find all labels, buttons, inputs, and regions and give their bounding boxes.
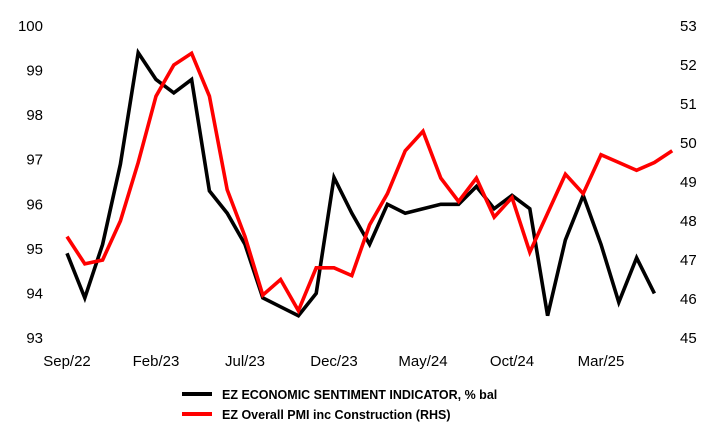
right-tick-label: 52 bbox=[680, 57, 697, 74]
right-tick-label: 46 bbox=[680, 291, 697, 308]
series-line-pmi bbox=[65, 50, 674, 315]
x-tick-label: Sep/22 bbox=[43, 353, 91, 370]
right-tick-label: 48 bbox=[680, 213, 697, 230]
series-line-sentiment bbox=[65, 47, 657, 318]
right-tick-label: 51 bbox=[680, 96, 697, 113]
left-tick-label: 97 bbox=[26, 152, 43, 169]
right-tick-label: 47 bbox=[680, 252, 697, 269]
left-tick-label: 94 bbox=[26, 285, 43, 302]
right-tick-label: 50 bbox=[680, 135, 697, 152]
left-axis-ticks: 93 94 95 96 97 98 99 100 bbox=[18, 18, 43, 347]
x-tick-label: Oct/24 bbox=[490, 353, 534, 370]
legend-label-pmi: EZ Overall PMI inc Construction (RHS) bbox=[222, 408, 451, 422]
left-tick-label: 95 bbox=[26, 241, 43, 258]
right-tick-label: 45 bbox=[680, 330, 697, 347]
x-tick-label: Feb/23 bbox=[133, 353, 180, 370]
x-axis-ticks: Sep/22 Feb/23 Jul/23 Dec/23 May/24 Oct/24 Mar/… bbox=[43, 353, 624, 370]
left-tick-label: 93 bbox=[26, 330, 43, 347]
left-tick-label: 100 bbox=[18, 18, 43, 35]
x-tick-label: Dec/23 bbox=[310, 353, 358, 370]
legend: EZ ECONOMIC SENTIMENT INDICATOR, % bal E… bbox=[182, 388, 497, 422]
x-tick-label: Jul/23 bbox=[225, 353, 265, 370]
right-tick-label: 49 bbox=[680, 174, 697, 191]
left-tick-label: 96 bbox=[26, 196, 43, 213]
series-layer bbox=[65, 47, 674, 318]
left-tick-label: 98 bbox=[26, 107, 43, 124]
right-tick-label: 53 bbox=[680, 18, 697, 35]
x-tick-label: May/24 bbox=[398, 353, 447, 370]
legend-label-sentiment: EZ ECONOMIC SENTIMENT INDICATOR, % bal bbox=[222, 388, 497, 402]
left-tick-label: 99 bbox=[26, 63, 43, 80]
x-tick-label: Mar/25 bbox=[578, 353, 625, 370]
right-axis-ticks: 45 46 47 48 49 50 51 52 53 bbox=[680, 18, 697, 347]
